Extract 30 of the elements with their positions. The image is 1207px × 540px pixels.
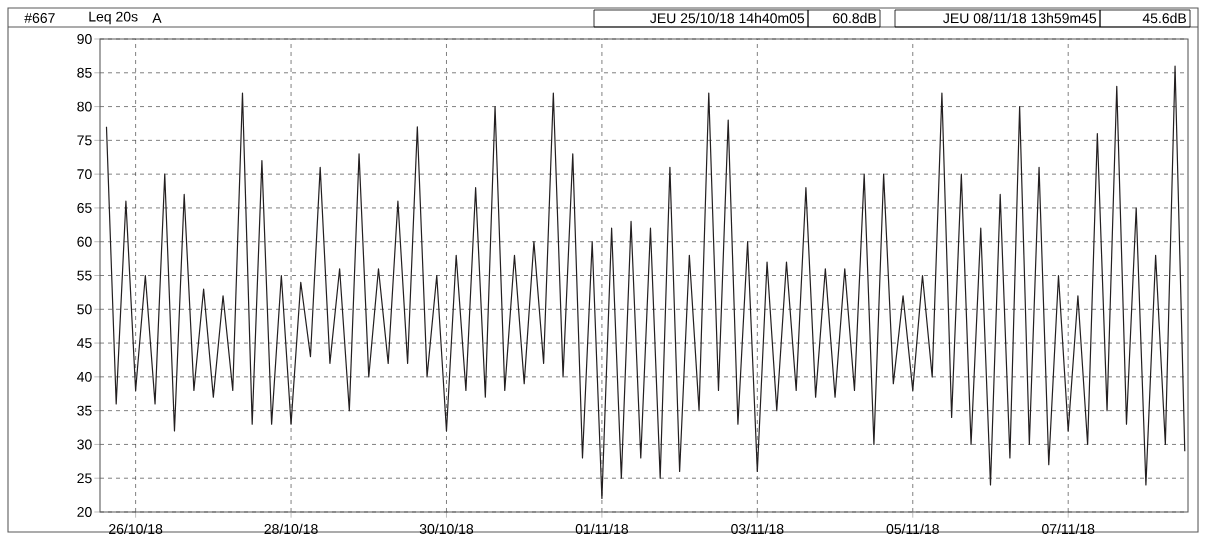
y-tick-label: 70 [77,169,92,180]
text: 45.6dB [1142,12,1186,24]
y-tick-label: 75 [77,135,92,146]
y-tick-label: 20 [77,507,92,517]
y-tick-label: 65 [77,202,92,213]
y-tick-label: 30 [77,439,92,450]
text: #667 [24,13,55,23]
x-tick-label: 26/10/18 [109,523,163,535]
text: JEU 25/10/18 14h40m05 [650,12,805,24]
y-tick-label: 25 [77,473,92,484]
y-tick-label: 80 [77,101,92,112]
text: JEU 08/11/18 13h59m45 [943,12,1097,24]
y-tick-label: 90 [77,34,92,44]
x-tick-label: 07/11/18 [1042,523,1095,535]
x-tick-label: 03/11/18 [731,523,784,535]
y-tick-label: 85 [77,67,92,78]
y-tick-label: 55 [77,270,92,281]
text: A [152,13,162,23]
y-tick-label: 40 [77,371,92,382]
line-series [105,65,1186,500]
x-tick-label: 05/11/18 [886,523,939,535]
x-tick-label: 01/11/18 [575,523,629,535]
y-tick-label: 45 [77,338,92,348]
text: Leq 20s [89,11,138,25]
y-tick-label: 50 [77,304,92,315]
y-tick-label: 35 [77,405,92,416]
x-tick-label: 28/10/18 [264,523,318,535]
text: 60.8dB [833,12,876,24]
x-tick-label: 30/10/18 [419,523,474,535]
y-tick-label: 60 [77,236,92,247]
